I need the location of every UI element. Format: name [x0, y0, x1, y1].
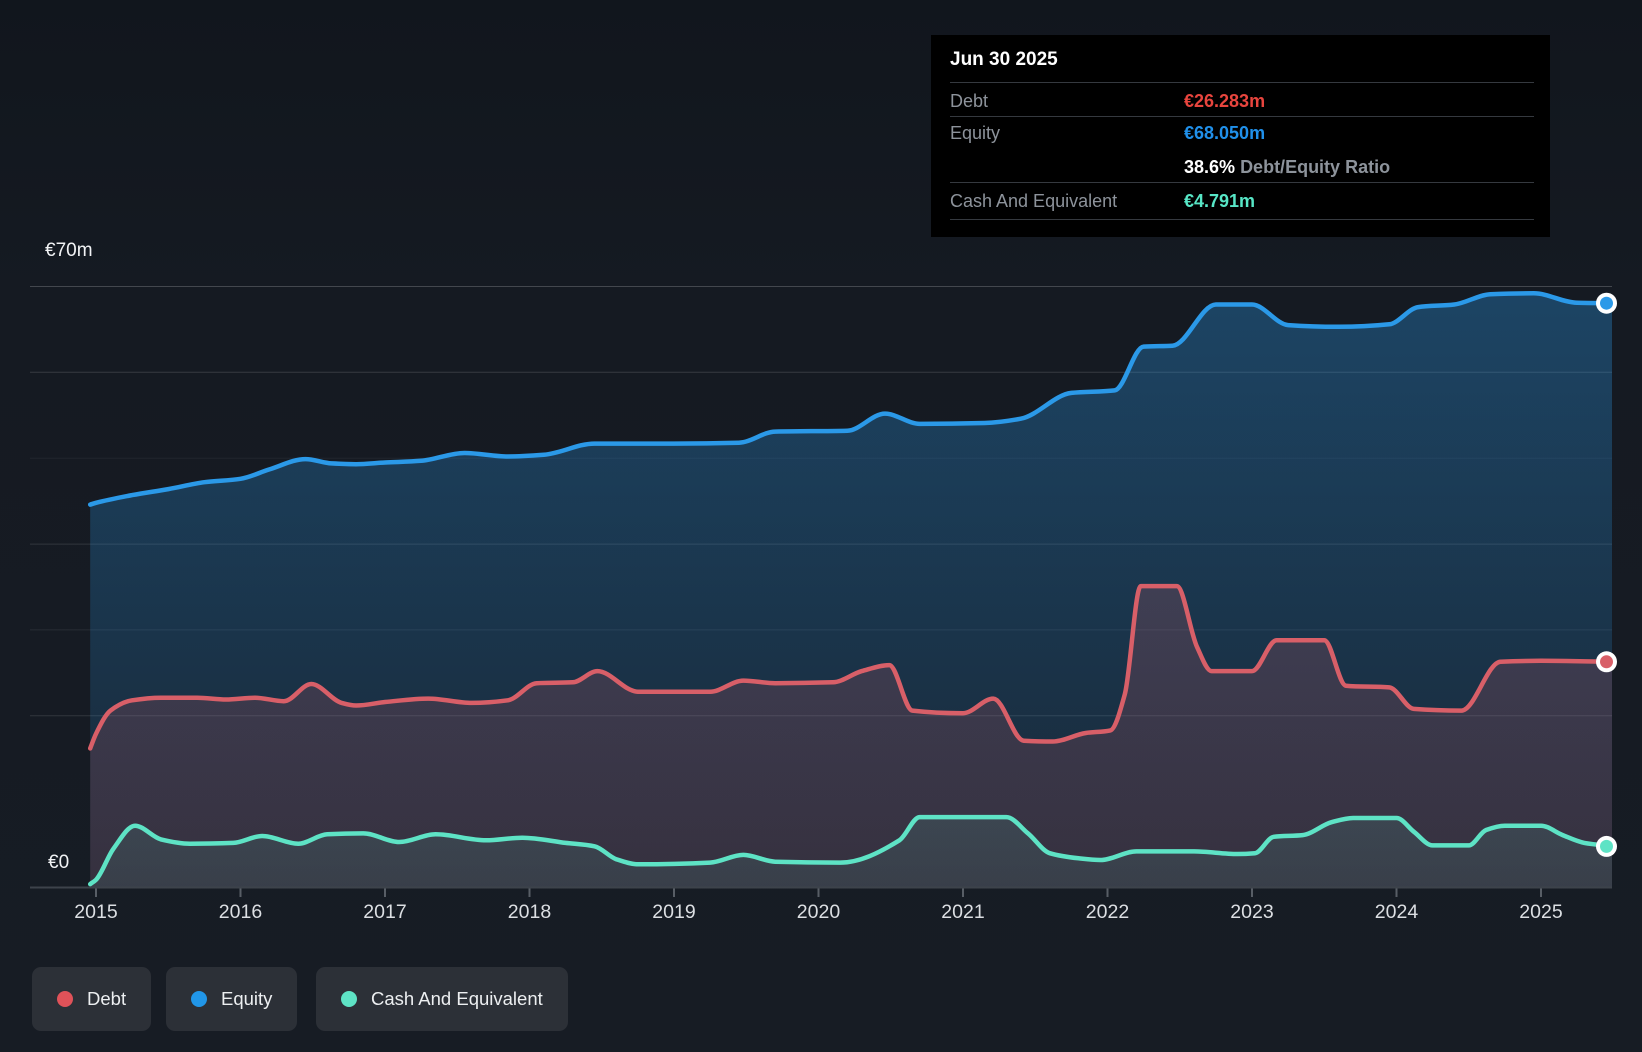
- x-axis-label: 2015: [74, 901, 118, 923]
- legend-item-equity[interactable]: Equity: [166, 967, 298, 1031]
- tooltip-cash-label: Cash And Equivalent: [950, 191, 1118, 211]
- equity-line: [88, 291, 1612, 507]
- tooltip-ratio-value: 38.6%: [1184, 157, 1236, 177]
- x-axis-label: 2024: [1374, 901, 1419, 923]
- x-axis-label: 2016: [218, 901, 263, 923]
- tooltip-cash-value: €4.791m: [1184, 191, 1256, 211]
- cash-and-equivalent-area: [90, 817, 1612, 888]
- chart-tooltip: Jun 30 2025 Debt €26.283m Equity €68.050…: [931, 35, 1550, 237]
- x-axis-label: 2019: [652, 901, 696, 923]
- tooltip-divider: [950, 82, 1534, 83]
- x-axis-label: 2020: [796, 901, 841, 923]
- x-axis-label: 2021: [941, 901, 985, 923]
- debt-dot-icon: [57, 991, 73, 1007]
- debt-line: [88, 583, 1612, 751]
- tooltip-divider: [950, 219, 1534, 220]
- x-axis-label: 2025: [1519, 901, 1563, 923]
- tooltip-equity-value: €68.050m: [1184, 123, 1266, 143]
- tooltip-divider: [950, 182, 1534, 183]
- x-axis-label: 2018: [507, 901, 552, 923]
- legend-item-cash[interactable]: Cash And Equivalent: [316, 967, 568, 1031]
- x-axis-label: 2022: [1085, 901, 1130, 923]
- y-axis-label-0: €0: [48, 852, 70, 873]
- tooltip-ratio: 38.6% Debt/Equity Ratio: [1184, 157, 1390, 178]
- tooltip-debt-value: €26.283m: [1184, 91, 1266, 111]
- chart-legend: Debt Equity Cash And Equivalent: [0, 967, 1642, 1031]
- equity-dot-icon: [191, 991, 207, 1007]
- tooltip-equity-label: Equity: [950, 123, 1001, 143]
- tooltip-divider: [950, 116, 1534, 117]
- x-axis-label: 2023: [1230, 901, 1274, 923]
- tooltip-ratio-label: Debt/Equity Ratio: [1240, 157, 1391, 177]
- tooltip-date: Jun 30 2025: [950, 49, 1058, 70]
- cash-dot-icon: [341, 991, 357, 1007]
- legend-label: Debt: [87, 988, 127, 1009]
- tooltip-debt-label: Debt: [950, 91, 989, 111]
- cash-and-equivalent-line: [88, 814, 1612, 887]
- legend-label: Cash And Equivalent: [371, 988, 543, 1009]
- debt-area: [90, 586, 1612, 888]
- legend-item-debt[interactable]: Debt: [32, 967, 152, 1031]
- y-axis-label-70m: €70m: [45, 240, 93, 261]
- x-axis-label: 2017: [363, 901, 407, 923]
- legend-label: Equity: [221, 988, 273, 1009]
